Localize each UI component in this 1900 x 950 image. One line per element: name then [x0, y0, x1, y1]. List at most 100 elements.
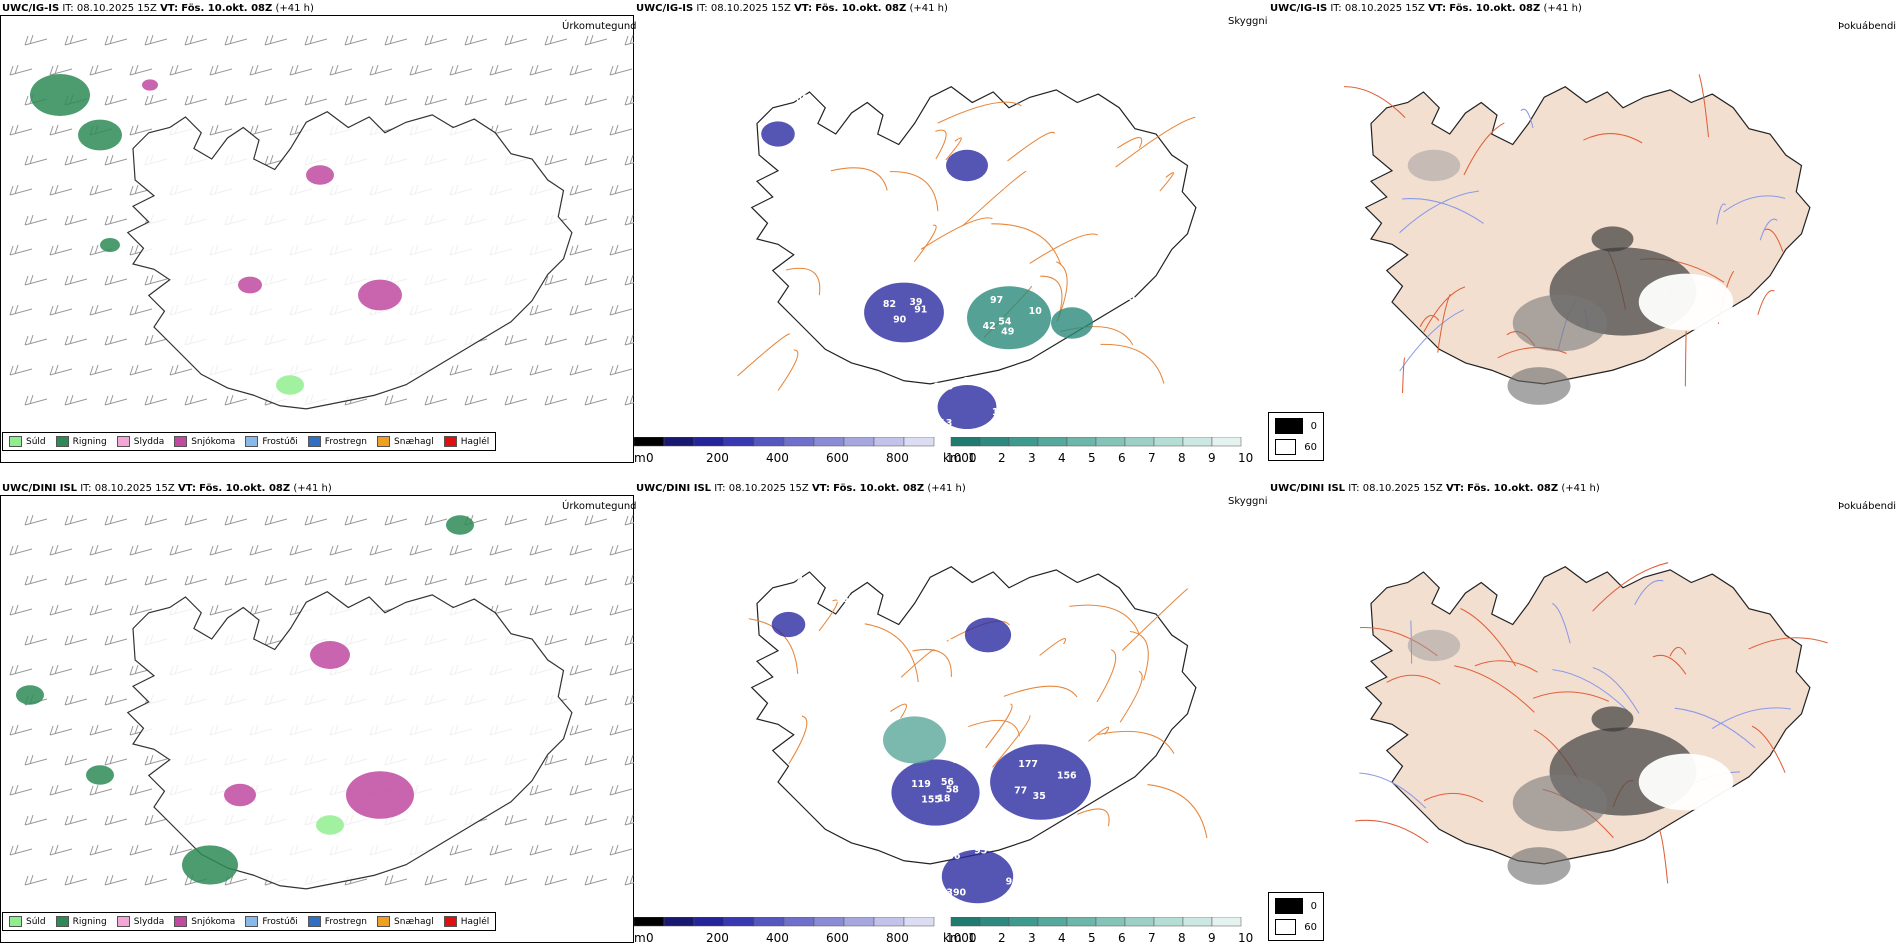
legend-label: Frostúði: [262, 436, 298, 447]
road: [1088, 726, 1110, 742]
river: [1716, 203, 1726, 225]
colorbar-step: [950, 917, 981, 927]
wind-barb: [64, 394, 88, 406]
wind-barb: [184, 514, 208, 526]
road: [1532, 691, 1610, 702]
visibility-map: 91 42 50 100 49 65 90 97 142 74 60 59 82 10 13 68 86 54 39…: [715, 86, 1197, 430]
fog-area: [1638, 273, 1734, 331]
wind-barb: [584, 754, 608, 766]
wind-barb: [504, 94, 528, 106]
legend-item: Slydda: [116, 436, 164, 447]
wind-barb: [384, 874, 408, 886]
fog-area: [1512, 294, 1608, 352]
road: [1386, 674, 1441, 685]
wind-barb: [144, 754, 168, 766]
valid-time: Fös. 10.okt. 08Z: [1449, 3, 1541, 14]
colorbar-step: [1182, 437, 1213, 447]
legend-item: Snæhagl: [377, 436, 434, 447]
wind-barb: [64, 34, 88, 46]
wind-barb: [584, 514, 608, 526]
colorbar-tick: 2: [998, 451, 1006, 465]
road: [1100, 343, 1165, 384]
wind-barb: [449, 544, 473, 556]
wind-barb: [24, 394, 48, 406]
low-visibility-area: [937, 384, 997, 430]
river: [1759, 218, 1778, 241]
road: [991, 223, 1062, 266]
fog-key-high: 60: [1304, 921, 1317, 933]
colorbar-tick: 4: [1058, 931, 1066, 945]
visibility-value: 97: [990, 295, 1003, 306]
wind-barb: [329, 64, 353, 76]
legend-swatch: [116, 916, 130, 927]
colorbar-tick: 9: [1208, 931, 1216, 945]
visibility-value: 119: [911, 779, 931, 790]
wind-barb: [129, 604, 153, 616]
colorbar-step: [634, 917, 665, 927]
legend-swatch: [174, 436, 188, 447]
wind-barb: [184, 394, 208, 406]
wind-barb: [104, 394, 128, 406]
wind-barb: [89, 364, 113, 376]
colorbar-distance-scale: [950, 917, 1242, 927]
road: [912, 648, 952, 677]
init-time-label: IT:: [714, 483, 726, 494]
visibility-value: 49: [1001, 327, 1014, 338]
road: [945, 137, 962, 161]
wind-barb: [104, 274, 128, 286]
colorbar-elevation: m 0 200 400 600 800 1000: [634, 917, 977, 947]
wind-barb: [249, 64, 273, 76]
wind-barb: [464, 574, 488, 586]
colorbar-unit: m: [634, 451, 646, 465]
colorbar-step: [903, 917, 935, 927]
legend-label: Súld: [26, 436, 46, 447]
wind-barb: [569, 604, 593, 616]
legend-label: Haglél: [460, 916, 490, 927]
wind-barb: [49, 244, 73, 256]
wind-barb: [9, 784, 33, 796]
lead-time: (+41 h): [909, 3, 948, 14]
colorbar-step: [843, 437, 875, 447]
wind-barb: [89, 844, 113, 856]
visibility-value: 62: [952, 755, 965, 766]
legend-swatch: [307, 916, 321, 927]
wind-barb: [9, 364, 33, 376]
colorbar-step: [903, 437, 935, 447]
wind-barb: [169, 364, 193, 376]
road: [1419, 315, 1440, 328]
colorbar-tick: 7: [1148, 931, 1156, 945]
colorbar-step: [663, 437, 695, 447]
valid-time-label: VT:: [794, 3, 813, 14]
colorbar-step: [753, 437, 785, 447]
legend-item: Haglél: [443, 436, 489, 447]
visibility-value: 142: [992, 407, 1012, 418]
visibility-value: 50: [964, 376, 978, 387]
wind-barb: [104, 754, 128, 766]
road: [968, 719, 1021, 737]
wind-barb: [264, 574, 288, 586]
init-time: 08.10.2025 15Z: [76, 3, 157, 14]
lead-time: (+41 h): [293, 483, 332, 494]
precip-area: [346, 771, 414, 819]
wind-barb: [464, 394, 488, 406]
wind-barb: [369, 544, 393, 556]
wind-barb: [144, 514, 168, 526]
wind-barb: [89, 724, 113, 736]
iceland-outline: 58 77 95 68 50 168 155 177 99 142 133 120 119 156 390 4…: [715, 566, 1208, 904]
colorbar-step: [1211, 437, 1242, 447]
fog-key-swatch: [1275, 439, 1297, 455]
panel-title: UWC/DINI ISL IT: 08.10.2025 15Z VT: Fös.…: [2, 483, 332, 494]
colorbar-tick: 200: [706, 931, 729, 945]
wind-barb: [144, 94, 168, 106]
wind-barb: [64, 574, 88, 586]
wind-barb: [104, 814, 128, 826]
road: [889, 171, 939, 212]
legend-item: Rigning: [55, 916, 107, 927]
wind-barb: [409, 544, 433, 556]
colorbar-step: [1008, 917, 1039, 927]
wind-barb: [129, 844, 153, 856]
init-time-label: IT:: [62, 3, 74, 14]
river: [1551, 602, 1571, 644]
legend-label: Snjókoma: [191, 916, 236, 927]
wind-barb: [104, 514, 128, 526]
